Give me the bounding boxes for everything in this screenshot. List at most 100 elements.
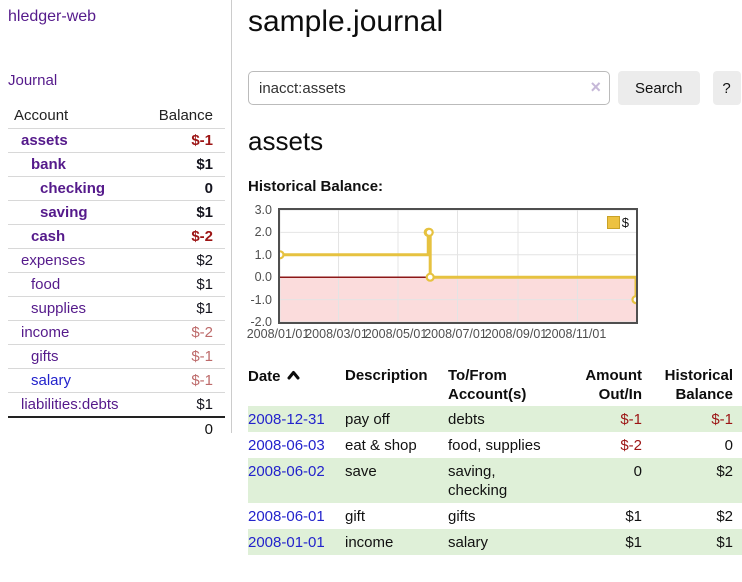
register-row: 2008-01-01 income salary $1 $1 — [248, 529, 742, 555]
column-header-accounts: To/From Account(s) — [448, 367, 527, 403]
account-link-salary[interactable]: salary — [31, 371, 72, 389]
transaction-balance: 0 — [724, 436, 733, 454]
search-input-wrap: × — [248, 71, 610, 105]
account-link-expenses[interactable]: expenses — [21, 251, 86, 269]
account-row: gifts $-1 — [8, 344, 225, 368]
account-row: income $-2 — [8, 320, 225, 344]
chart-canvas — [280, 210, 636, 322]
transaction-amount: 0 — [560, 458, 650, 503]
transaction-date-link[interactable]: 2008-06-01 — [248, 507, 325, 525]
accounts-header-account: Account — [14, 107, 69, 124]
transaction-description: pay off — [345, 406, 448, 432]
transaction-amount: $1 — [625, 507, 642, 525]
account-balance: 0 — [204, 179, 213, 197]
transaction-amount: $1 — [560, 529, 650, 555]
register-row: 2008-06-03 eat & shop food, supplies $-2… — [248, 432, 742, 458]
register-table: Date Description To/From Account(s) Amou… — [248, 364, 742, 555]
account-balance: $1 — [196, 155, 213, 173]
account-link-cash[interactable]: cash — [31, 227, 66, 245]
account-balance: $1 — [196, 203, 213, 221]
account-row: checking 0 — [8, 176, 225, 200]
account-row: expenses $2 — [8, 248, 225, 272]
account-link-gifts[interactable]: gifts — [31, 347, 59, 365]
transaction-accounts: gifts — [448, 507, 476, 525]
main-content: sample.journal × Search ? assets Histori… — [246, 0, 742, 555]
accounts-tree: Account Balance assets $-1 bank $1 check… — [8, 103, 225, 441]
chart-title: Historical Balance: — [248, 178, 384, 195]
legend-series-swatch — [606, 216, 620, 229]
chart-legend: $ — [605, 215, 630, 230]
transaction-description: gift — [345, 507, 366, 525]
transaction-date-link[interactable]: 2008-12-31 — [248, 410, 325, 428]
account-link-bank[interactable]: bank — [31, 155, 67, 173]
transaction-description: income — [345, 529, 448, 555]
transaction-accounts: salary — [448, 529, 560, 555]
account-balance: $1 — [196, 395, 213, 413]
transaction-amount: $-1 — [560, 406, 650, 432]
account-heading: assets — [248, 126, 324, 156]
search-button[interactable]: Search — [618, 71, 700, 105]
transaction-accounts: saving, checking — [448, 458, 560, 503]
transaction-accounts: food, supplies — [448, 436, 541, 454]
account-link-food[interactable]: food — [31, 275, 61, 293]
accounts-total-row: 0 — [8, 416, 225, 441]
transaction-balance: $-1 — [650, 406, 742, 432]
nav-journal-link[interactable]: Journal — [8, 72, 58, 89]
brand-link[interactable]: hledger-web — [8, 8, 97, 25]
register-row: 2008-06-02 save saving, checking 0 $2 — [248, 458, 742, 503]
transaction-balance: $1 — [650, 529, 742, 555]
account-link-assets[interactable]: assets — [21, 131, 68, 149]
account-balance: $1 — [196, 275, 213, 293]
account-balance: $1 — [196, 299, 213, 317]
column-header-balance: Historical Balance — [664, 367, 733, 403]
account-row: food $1 — [8, 272, 225, 296]
sidebar: hledger-web Journal Account Balance asse… — [0, 0, 232, 438]
transaction-date-link[interactable]: 2008-06-02 — [248, 462, 325, 480]
transaction-description: save — [345, 458, 448, 503]
accounts-total-value: 0 — [204, 421, 213, 438]
account-row: liabilities:debts $1 — [8, 392, 225, 416]
account-balance: $-2 — [191, 323, 213, 341]
account-row: assets $-1 — [8, 128, 225, 152]
account-link-liabilities-debts[interactable]: liabilities:debts — [21, 395, 119, 413]
chart-y-axis-labels: 3.0 2.0 1.0 0.0 -1.0 -2.0 — [250, 203, 272, 329]
account-link-supplies[interactable]: supplies — [31, 299, 87, 317]
column-header-description: Description — [345, 367, 428, 384]
register-row: 2008-06-01 gift gifts $1 $2 — [248, 503, 742, 529]
transaction-date-link[interactable]: 2008-06-03 — [248, 436, 325, 454]
column-header-amount: Amount Out/In — [585, 367, 642, 403]
account-link-income[interactable]: income — [21, 323, 70, 341]
register-header-row: Date Description To/From Account(s) Amou… — [248, 364, 742, 406]
search-input[interactable] — [248, 71, 610, 105]
help-button[interactable]: ? — [712, 71, 741, 105]
transaction-accounts: debts — [448, 406, 560, 432]
column-header-date[interactable]: Date — [248, 364, 345, 406]
chart-x-axis-labels: 2008/01/01 2008/03/01 2008/05/01 2008/07/01… — [246, 327, 607, 341]
account-balance: $-1 — [191, 347, 213, 365]
transaction-balance: $2 — [716, 507, 733, 525]
legend-series-label: $ — [621, 215, 629, 230]
account-row: supplies $1 — [8, 296, 225, 320]
account-balance: $-2 — [191, 227, 213, 245]
account-link-checking[interactable]: checking — [40, 179, 106, 197]
account-link-saving[interactable]: saving — [40, 203, 88, 221]
chart-plot-area: $ — [278, 208, 638, 324]
account-row: bank $1 — [8, 152, 225, 176]
register-row: 2008-12-31 pay off debts $-1 $-1 — [248, 406, 742, 432]
transaction-balance: $2 — [650, 458, 742, 503]
transaction-date-link[interactable]: 2008-01-01 — [248, 533, 325, 551]
account-balance: $-1 — [191, 371, 213, 389]
page-title: sample.journal — [248, 5, 444, 38]
transaction-amount: $-2 — [620, 436, 642, 454]
sort-ascending-icon — [287, 366, 300, 385]
accounts-header-balance: Balance — [158, 107, 213, 124]
account-row: cash $-2 — [8, 224, 225, 248]
account-balance: $-1 — [191, 131, 213, 149]
account-row: salary $-1 — [8, 368, 225, 392]
account-row: saving $1 — [8, 200, 225, 224]
clear-search-icon[interactable]: × — [590, 77, 601, 97]
historical-balance-chart: 3.0 2.0 1.0 0.0 -1.0 -2.0 $ 2008/01/01 2008/03… — [246, 203, 742, 344]
account-balance: $2 — [196, 251, 213, 269]
search-form: × Search ? — [248, 71, 742, 105]
transaction-description: eat & shop — [345, 436, 417, 454]
